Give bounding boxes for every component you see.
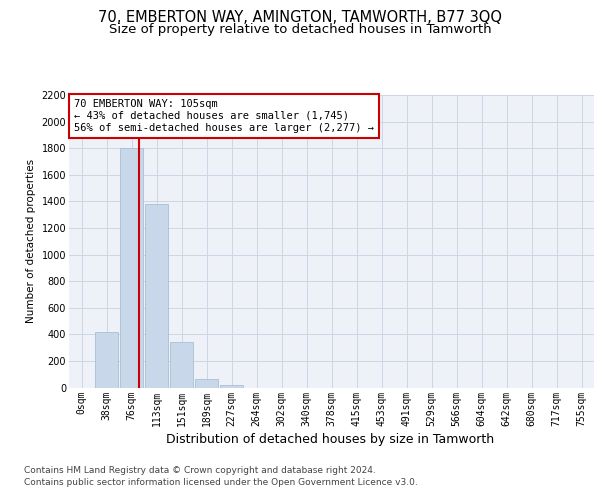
Text: Distribution of detached houses by size in Tamworth: Distribution of detached houses by size … — [166, 432, 494, 446]
Text: Contains HM Land Registry data © Crown copyright and database right 2024.: Contains HM Land Registry data © Crown c… — [24, 466, 376, 475]
Text: Size of property relative to detached houses in Tamworth: Size of property relative to detached ho… — [109, 22, 491, 36]
Text: Contains public sector information licensed under the Open Government Licence v3: Contains public sector information licen… — [24, 478, 418, 487]
Bar — [194, 379, 218, 388]
Text: 70 EMBERTON WAY: 105sqm
← 43% of detached houses are smaller (1,745)
56% of semi: 70 EMBERTON WAY: 105sqm ← 43% of detache… — [74, 100, 374, 132]
Text: 70, EMBERTON WAY, AMINGTON, TAMWORTH, B77 3QQ: 70, EMBERTON WAY, AMINGTON, TAMWORTH, B7… — [98, 10, 502, 25]
Bar — [95, 332, 118, 388]
Bar — [145, 204, 169, 388]
Y-axis label: Number of detached properties: Number of detached properties — [26, 159, 36, 324]
Bar — [220, 385, 244, 388]
Bar — [119, 148, 143, 388]
Bar — [170, 342, 193, 388]
